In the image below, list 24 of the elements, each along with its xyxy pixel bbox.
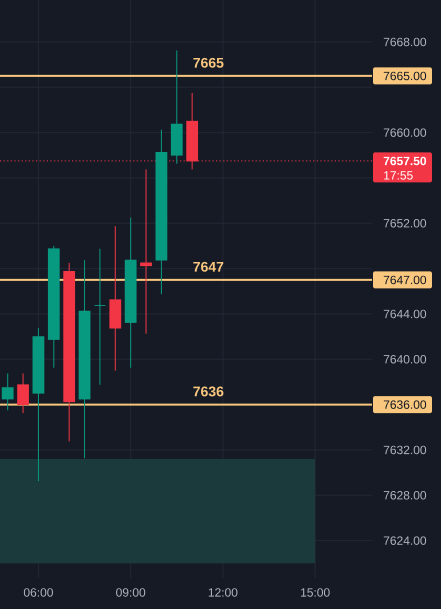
candlestick [94,248,106,386]
ref-line-label: 7665 [193,58,224,68]
y-tick-label: 7652.00 [384,219,426,228]
text: 7647.00 [384,276,426,284]
candlestick [17,372,29,414]
y-tick-label: 7628.00 [384,491,426,500]
x-tick-label: 15:00 [301,588,330,597]
text: 7636.00 [384,400,426,409]
x-tick-label: 06:00 [24,588,53,597]
candlestick [140,168,152,334]
text: 7657.50 [384,156,426,166]
ref-line-label: 7647 [193,262,224,272]
text: 17:55 [384,171,413,180]
y-tick-label: 7644.00 [384,310,426,318]
x-tick-label: 09:00 [116,588,146,597]
y-tick-label: 7624.00 [384,536,426,545]
y-tick-label: 7660.00 [384,128,426,137]
candlestick [2,372,14,411]
text: 7665.00 [384,72,426,80]
y-tick-label: 7668.00 [384,38,426,46]
ref-line-label: 7636 [193,386,224,396]
y-tick-label: 7632.00 [384,446,426,454]
x-tick-label: 12:00 [208,588,238,597]
y-tick-label: 7640.00 [384,355,426,364]
